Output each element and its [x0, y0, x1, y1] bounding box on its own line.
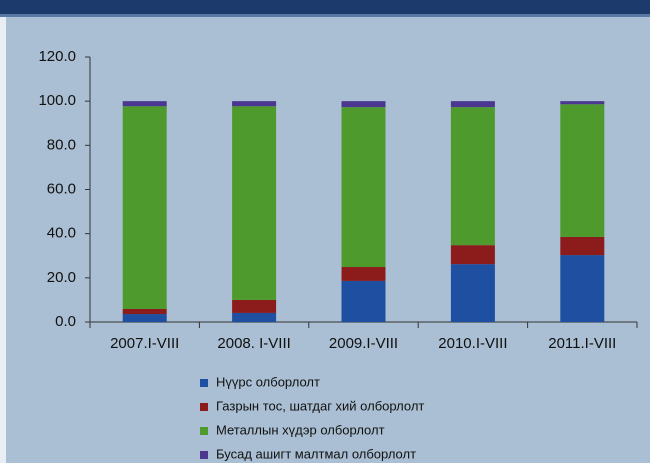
legend-swatch [200, 427, 208, 435]
bar-segment [341, 101, 386, 108]
bar-segment [232, 101, 277, 107]
top-band-edge [0, 14, 650, 17]
y-tick-label: 120.0 [38, 48, 76, 65]
legend-swatch [200, 379, 208, 387]
bar-segment [450, 101, 495, 108]
y-tick-label: 40.0 [47, 225, 76, 242]
bar-segment [341, 107, 386, 268]
bar-segment [560, 236, 605, 256]
bar-segment [122, 314, 167, 322]
legend-label: Бусад ашигт малтмал олборлолт [216, 446, 416, 461]
legend-label: Газрын тос, шатдаг хий олборлолт [216, 398, 424, 413]
bar-segment [560, 255, 605, 322]
bar-segment [232, 106, 277, 300]
x-tick-label: 2007.I-VIII [110, 335, 179, 352]
bar-segment [341, 267, 386, 281]
bar-segment [122, 308, 167, 315]
bar-segment [341, 280, 386, 322]
y-tick-label: 0.0 [55, 313, 76, 330]
bar-segment [560, 101, 605, 105]
bar-segment [450, 264, 495, 322]
legend-label: Металлын хүдэр олборлолт [216, 422, 385, 437]
bar-segment [232, 299, 277, 313]
bar-segment [122, 101, 167, 107]
legend-label: Нүүрс олборлолт [216, 374, 320, 389]
x-tick-label: 2010.I-VIII [438, 335, 507, 352]
top-band [0, 0, 650, 14]
legend-swatch [200, 403, 208, 411]
y-tick-label: 100.0 [38, 92, 76, 109]
x-tick-label: 2009.I-VIII [329, 335, 398, 352]
bar-segment [450, 107, 495, 246]
y-tick-label: 80.0 [47, 136, 76, 153]
bar-segment [232, 312, 277, 322]
legend-swatch [200, 451, 208, 459]
bar-segment [450, 245, 495, 265]
y-tick-label: 60.0 [47, 180, 76, 197]
y-tick-label: 20.0 [47, 269, 76, 286]
x-tick-label: 2008. I-VIII [217, 335, 290, 352]
left-edge [0, 17, 6, 463]
x-tick-label: 2011.I-VIII [548, 335, 616, 352]
bar-segment [122, 106, 167, 309]
bar-segment [560, 104, 605, 237]
